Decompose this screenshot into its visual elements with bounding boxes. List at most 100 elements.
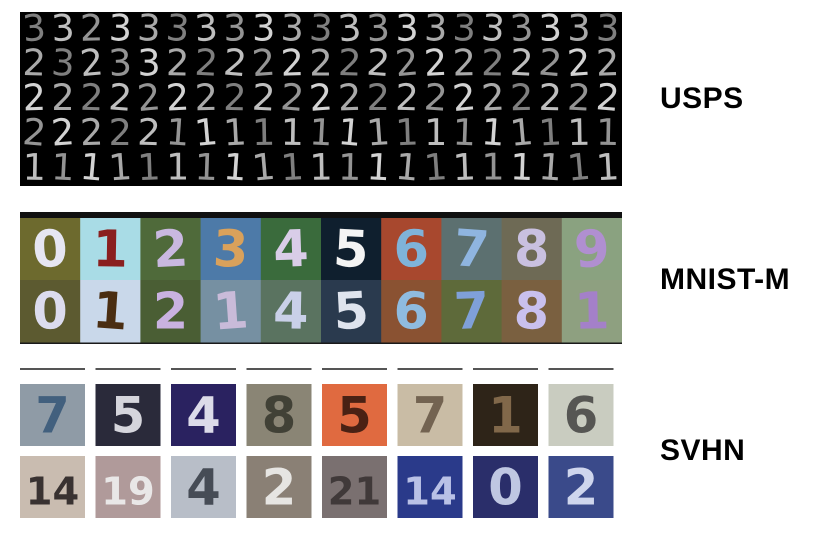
usps-digit: 2 [79,111,104,155]
usps-digit: 2 [367,76,390,119]
usps-digit: 2 [251,76,276,120]
usps-digit: 3 [21,12,48,50]
usps-digit: 2 [308,75,334,120]
mnistm-tile [200,218,262,281]
svhn-digit: 4 [186,386,221,444]
usps-digit: 2 [566,41,592,86]
svhn-dataset-label: SVHN [660,434,746,467]
svhn-digit-image: 7 5 4 8 5 7 1 614 19 4 2 21 14 0 2 [20,368,614,518]
svhn-tile [322,384,387,446]
usps-digit: 1 [280,145,305,186]
usps-digit: 3 [223,12,248,50]
usps-digit: 3 [136,12,161,50]
usps-digit: 3 [164,12,191,50]
mnistm-digit: 1 [574,281,610,341]
usps-digit: 1 [252,111,276,154]
usps-digit: 2 [50,110,76,155]
usps-digit: 2 [109,111,132,154]
usps-digit: 2 [566,76,591,120]
mnistm-tile [441,280,503,343]
usps-digit: 1 [508,110,535,155]
usps-digit: 2 [423,75,449,120]
usps-digit: 1 [222,110,247,154]
svhn-top-line [95,368,161,370]
usps-digit-image: 3 3 2 3 3 3 3 3 3 3 3 3 3 3 3 3 3 3 3 3 32 3 2 3 3 2 2 2 2 2 2 2 2 2 2 2 2 2 2… [21,12,622,186]
mnistm-digit: 2 [153,281,188,340]
svhn-tile [246,456,312,518]
usps-digit: 1 [452,145,477,186]
svhn-digit: 7 [413,386,448,444]
usps-digit: 2 [107,75,133,120]
svhn-tile [171,384,236,446]
mnistm-tile [441,218,503,281]
usps-digit: 2 [166,41,190,84]
mnistm-tile [321,280,382,343]
usps-digit: 1 [596,111,620,154]
svhn-top-line [473,368,538,370]
usps-digit: 2 [537,40,564,85]
usps-digit: 2 [222,40,249,85]
usps-digit: 3 [595,12,620,50]
mnistm-tile [501,218,563,281]
usps-digit: 2 [78,40,105,85]
svhn-digit: 8 [262,386,297,444]
mnistm-digit: 5 [332,219,370,280]
svhn-top-line [548,368,614,370]
usps-digit: 3 [280,12,305,50]
svhn-digit: 0 [488,458,523,516]
svhn-digit: 5 [337,386,372,444]
svhn-digit: 21 [328,469,381,514]
usps-digit: 2 [594,75,621,120]
usps-digit: 1 [567,111,591,154]
mnistm-tile [200,280,262,343]
svhn-tile [20,456,85,518]
mnistm-tile [140,280,202,343]
usps-digit: 3 [50,12,75,50]
usps-digit: 1 [480,110,506,155]
mnistm-digit: 0 [32,281,68,341]
mnistm-digit: 8 [514,219,549,278]
usps-digit: 3 [252,12,275,50]
usps-digit: 2 [393,40,420,85]
usps-digit: 2 [165,76,190,120]
usps-digit: 1 [107,145,133,186]
usps-digit: 2 [481,41,505,84]
svhn-tile [322,456,387,518]
svhn-tile [397,384,463,446]
usps-digit: 3 [108,41,133,85]
usps-digit: 1 [452,111,477,155]
svhn-top-line [246,368,312,370]
usps-digit: 3 [366,12,391,50]
usps-digit: 2 [538,76,562,119]
usps-digit: 1 [193,110,220,155]
mnistm-tile [20,280,81,343]
usps-digit: 1 [394,145,421,186]
svhn-digit: 7 [35,386,70,444]
usps-digit: 2 [451,75,478,120]
svhn-digit: 2 [564,458,599,516]
usps-digit: 1 [22,146,46,186]
usps-digit: 2 [22,76,47,120]
usps-digit: 2 [452,41,476,84]
mnistm-tile [381,280,442,343]
svhn-digit: 2 [262,458,297,516]
mnistm-tile [321,218,382,281]
usps-digit: 2 [309,41,332,84]
mnistm-digit: 6 [393,219,429,279]
mnistm-tile [561,280,622,343]
svhn-samples-grid: 7 5 4 8 5 7 1 6 14 19 4 2 21 14 0 2 [20,368,620,528]
usps-digit: 3 [509,12,535,50]
svhn-top-line [20,368,85,370]
usps-digit: 1 [366,145,391,186]
usps-digit: 2 [79,76,104,120]
usps-digit: 1 [137,145,162,186]
usps-digit: 3 [480,12,507,50]
usps-digit: 2 [135,75,162,120]
usps-digit: 2 [365,41,391,86]
mnistm-digit: 9 [572,218,611,279]
svhn-tile [548,384,614,446]
usps-digit: 1 [595,145,620,186]
usps-digit: 2 [280,41,305,85]
svhn-top-line [171,368,236,370]
usps-digit: 1 [280,111,304,154]
